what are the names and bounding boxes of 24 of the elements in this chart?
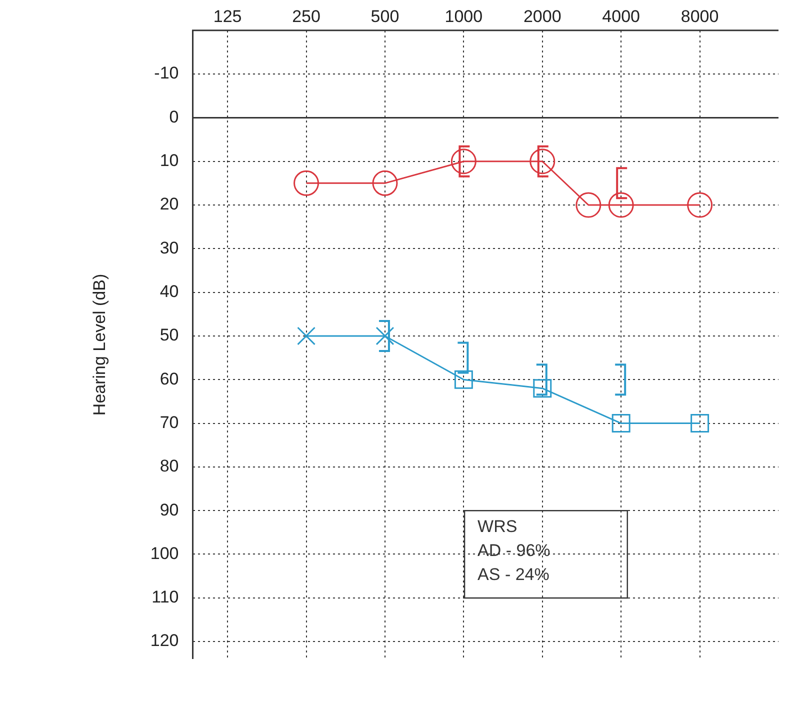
x-tick-label: 4000	[602, 6, 640, 26]
x-tick-label: 1000	[444, 6, 483, 26]
annotation: AS - 24%	[478, 564, 550, 584]
y-tick-label: 0	[169, 107, 179, 126]
y-tick-label: -10	[154, 64, 179, 83]
y-tick-label: 120	[150, 631, 179, 650]
y-tick-label: 70	[160, 412, 179, 432]
y-tick-label: 100	[150, 544, 179, 563]
y-tick-label: 80	[160, 456, 179, 476]
y-tick-label: 60	[160, 369, 179, 388]
y-tick-label: 110	[152, 588, 179, 607]
x-tick-label: 8000	[680, 6, 719, 26]
x-tick-label: 250	[292, 6, 320, 26]
x-tick-label: 500	[370, 6, 400, 26]
y-tick-label: 50	[160, 326, 179, 345]
y-axis-title: Hearing Level (dB)	[90, 274, 109, 416]
y-tick-label: 90	[160, 500, 179, 520]
x-tick-label: 2000	[523, 6, 562, 26]
y-tick-label: 40	[160, 282, 179, 302]
annotation: WRS	[478, 516, 518, 536]
y-tick-label: 30	[160, 238, 179, 258]
x-tick-label: 125	[213, 6, 242, 26]
y-tick-label: 20	[160, 194, 179, 214]
y-tick-label: 10	[160, 151, 179, 170]
